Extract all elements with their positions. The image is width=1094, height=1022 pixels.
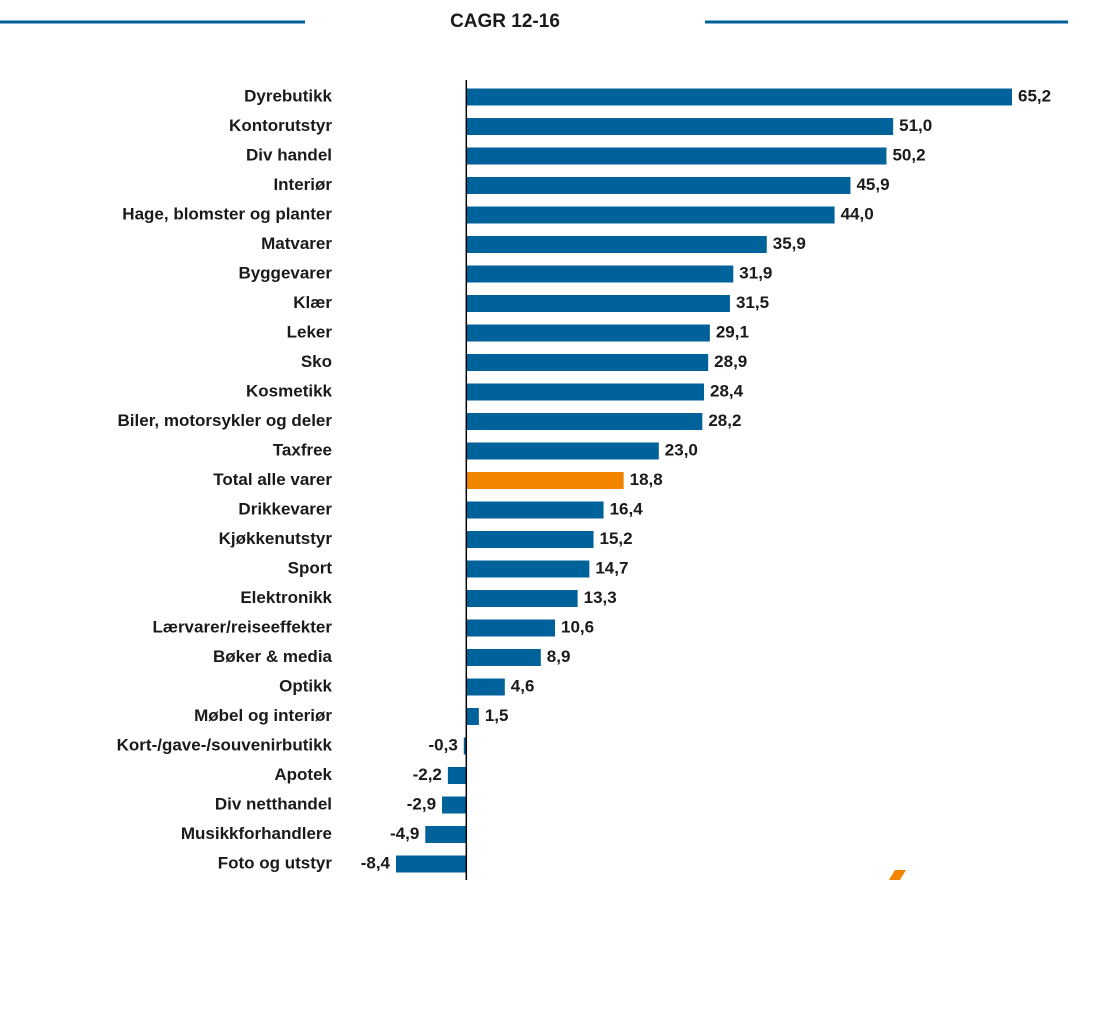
category-label: Leker (287, 322, 333, 341)
bar (463, 737, 467, 755)
value-label: 10,6 (561, 617, 594, 636)
bar (466, 177, 851, 194)
bar (442, 796, 467, 814)
category-label: Optikk (279, 676, 332, 695)
bar (396, 855, 467, 873)
value-label: 29,1 (716, 322, 749, 341)
category-label: Matvarer (261, 234, 332, 253)
bar (466, 206, 835, 224)
value-label: 15,2 (600, 529, 633, 548)
value-label: 28,4 (710, 381, 744, 400)
value-label: 8,9 (547, 647, 571, 666)
bar (466, 265, 734, 283)
bar (466, 560, 590, 578)
category-label: Sko (301, 352, 332, 371)
value-label: 13,3 (584, 588, 617, 607)
value-label: -2,2 (413, 765, 442, 784)
bar (466, 383, 704, 401)
value-label: 14,7 (595, 558, 628, 577)
value-label: -4,9 (390, 824, 419, 843)
value-label: 50,2 (892, 145, 925, 164)
bar (466, 472, 624, 489)
category-label: Total alle varer (213, 470, 332, 489)
logo-fragment (889, 870, 906, 880)
category-label: Apotek (274, 765, 332, 784)
category-label: Hage, blomster og planter (122, 204, 332, 223)
value-label: 45,9 (856, 175, 889, 194)
bar (425, 826, 467, 843)
category-label: Kontorutstyr (229, 116, 332, 135)
category-label: Drikkevarer (238, 499, 332, 518)
bar (447, 767, 467, 784)
value-label: 65,2 (1018, 86, 1051, 105)
category-label: Div handel (246, 145, 332, 164)
bar (466, 501, 604, 519)
bar (466, 413, 703, 430)
bar (466, 678, 505, 696)
category-label: Bøker & media (213, 647, 333, 666)
category-label: Kjøkkenutstyr (219, 529, 333, 548)
category-label: Kort-/gave-/souvenirbutikk (117, 735, 333, 754)
bar (466, 442, 659, 460)
value-label: 16,4 (610, 499, 644, 518)
value-label: -0,3 (428, 735, 457, 754)
value-label: 51,0 (899, 116, 932, 135)
category-label: Kosmetikk (246, 381, 333, 400)
category-label: Elektronikk (240, 588, 332, 607)
bar (466, 354, 709, 371)
category-label: Lærvarer/reiseeffekter (152, 617, 332, 636)
bar (466, 88, 1013, 106)
bar (466, 590, 578, 607)
bar (466, 236, 767, 253)
value-label: 28,2 (708, 411, 741, 430)
value-label: 44,0 (841, 204, 874, 223)
value-label: -2,9 (407, 794, 436, 813)
value-label: 35,9 (773, 234, 806, 253)
category-label: Interiør (273, 175, 332, 194)
category-label: Sport (288, 558, 333, 577)
value-label: 4,6 (511, 676, 535, 695)
value-label: 23,0 (665, 440, 698, 459)
bar (466, 619, 556, 637)
bar (466, 324, 710, 342)
chart-title: CAGR 12-16 (450, 11, 560, 32)
value-label: 1,5 (485, 706, 509, 725)
bar (466, 118, 894, 135)
value-label: 31,9 (739, 263, 772, 282)
bar (466, 708, 479, 725)
value-label: -8,4 (361, 853, 391, 872)
value-label: 31,5 (736, 293, 769, 312)
bar (466, 147, 887, 165)
category-label: Klær (293, 293, 332, 312)
category-label: Div netthandel (215, 794, 332, 813)
category-label: Byggevarer (238, 263, 332, 282)
bar (466, 649, 541, 666)
value-label: 18,8 (630, 470, 663, 489)
category-label: Dyrebutikk (244, 86, 332, 105)
value-label: 28,9 (714, 352, 747, 371)
category-label: Taxfree (273, 440, 332, 459)
category-label: Biler, motorsykler og deler (118, 411, 333, 430)
category-label: Møbel og interiør (194, 706, 332, 725)
category-label: Musikkforhandlere (181, 824, 332, 843)
bar (466, 531, 594, 548)
bar (466, 295, 730, 312)
category-label: Foto og utstyr (218, 853, 333, 872)
